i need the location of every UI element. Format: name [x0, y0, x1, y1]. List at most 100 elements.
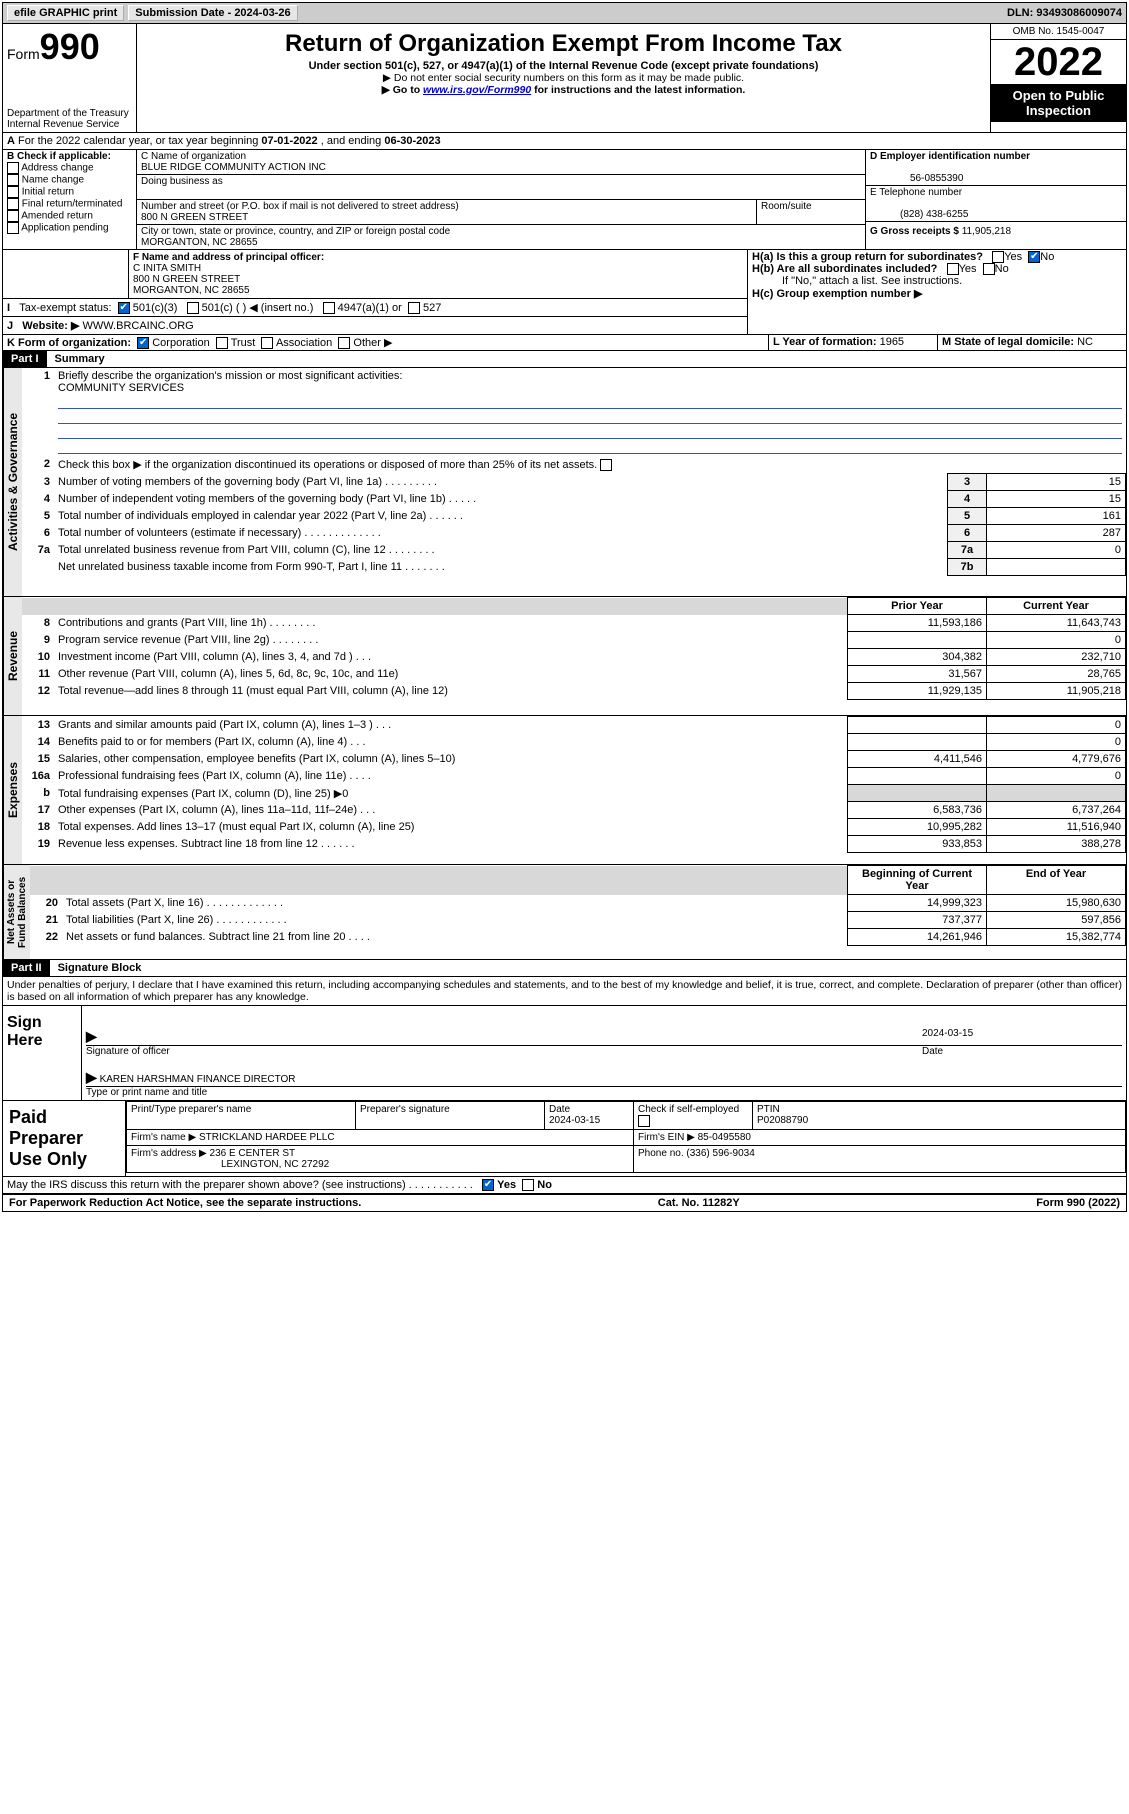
dept-treasury: Department of the Treasury [7, 108, 132, 119]
line7b-val [987, 559, 1126, 576]
form-header: Form990 Department of the Treasury Inter… [3, 24, 1126, 133]
omb-number: OMB No. 1545-0047 [991, 24, 1126, 40]
toolbar: efile GRAPHIC print Submission Date - 20… [3, 3, 1126, 24]
checkbox-discuss-no[interactable] [522, 1179, 534, 1191]
line3-val: 15 [987, 474, 1126, 491]
city-value: MORGANTON, NC 28655 [141, 237, 258, 248]
firm-ein: 85-0495580 [698, 1132, 751, 1143]
submission-date-button[interactable]: Submission Date - 2024-03-26 [128, 5, 297, 21]
box-b-label: B Check if applicable: [7, 151, 132, 162]
checkbox-app-pending[interactable] [7, 222, 19, 234]
checkbox-discontinued[interactable] [600, 459, 612, 471]
room-suite-label: Room/suite [756, 200, 865, 224]
checkbox-initial-return[interactable] [7, 186, 19, 198]
box-hb-note: If "No," attach a list. See instructions… [752, 275, 1122, 287]
checkbox-final-return[interactable] [7, 198, 19, 210]
box-m-label: M State of legal domicile: [942, 336, 1074, 348]
sign-here-label: Sign Here [3, 1006, 82, 1100]
checkbox-ha-yes[interactable] [992, 251, 1004, 263]
checkbox-other[interactable] [338, 337, 350, 349]
line7a-val: 0 [987, 542, 1126, 559]
firm-name: STRICKLAND HARDEE PLLC [199, 1132, 335, 1143]
declaration-text: Under penalties of perjury, I declare th… [3, 977, 1126, 1006]
website-value: WWW.BRCAINC.ORG [83, 320, 194, 332]
firm-addr1: 236 E CENTER ST [210, 1148, 296, 1159]
checkbox-corp[interactable]: ✔ [137, 337, 149, 349]
checkbox-address-change[interactable] [7, 162, 19, 174]
checkbox-trust[interactable] [216, 337, 228, 349]
irs-link[interactable]: www.irs.gov/Form990 [423, 84, 531, 96]
checkbox-527[interactable] [408, 302, 420, 314]
col-prior: Prior Year [848, 598, 987, 615]
domicile-state: NC [1077, 336, 1093, 348]
checkbox-amended[interactable] [7, 210, 19, 222]
city-label: City or town, state or province, country… [141, 226, 450, 237]
section-net-assets: Net Assets or Fund Balances Beginning of… [3, 865, 1126, 960]
officer-block: F Name and address of principal officer:… [3, 250, 1126, 335]
identity-block: B Check if applicable: Address change Na… [3, 150, 1126, 250]
form-number: Form990 [7, 26, 132, 68]
section-expenses: Expenses 13Grants and similar amounts pa… [3, 716, 1126, 865]
ptin-value: P02088790 [757, 1115, 808, 1126]
q1-label: Briefly describe the organization's miss… [58, 370, 402, 382]
checkbox-501c3[interactable]: ✔ [118, 302, 130, 314]
ein-value: 56-0855390 [870, 173, 963, 184]
box-j-label: Website: ▶ [22, 320, 79, 332]
discuss-row: May the IRS discuss this return with the… [3, 1177, 1126, 1195]
form-container: efile GRAPHIC print Submission Date - 20… [2, 2, 1127, 1212]
checkbox-501c[interactable] [187, 302, 199, 314]
paid-preparer-label: Paid Preparer Use Only [3, 1101, 126, 1176]
col-end: End of Year [987, 866, 1126, 895]
paid-preparer-block: Paid Preparer Use Only Print/Type prepar… [3, 1101, 1126, 1177]
sig-date-value: 2024-03-15 [922, 1028, 1122, 1045]
box-i-label: Tax-exempt status: [19, 302, 111, 314]
type-name-label: Type or print name and title [86, 1087, 1122, 1098]
line4-val: 15 [987, 491, 1126, 508]
part1-header: Part I [3, 351, 47, 367]
box-l-label: L Year of formation: [773, 336, 877, 348]
box-g-label: G Gross receipts $ [870, 226, 959, 237]
efile-print-button[interactable]: efile GRAPHIC print [7, 5, 124, 21]
box-ha-label: H(a) Is this a group return for subordin… [752, 251, 983, 263]
col-current: Current Year [987, 598, 1126, 615]
q2-text: Check this box ▶ if the organization dis… [54, 456, 1126, 474]
firm-addr2: LEXINGTON, NC 27292 [131, 1159, 329, 1170]
sig-officer-label: Signature of officer [86, 1046, 922, 1057]
street-label: Number and street (or P.O. box if mail i… [141, 201, 459, 212]
box-d-label: D Employer identification number [870, 151, 1030, 162]
checkbox-hb-yes[interactable] [947, 263, 959, 275]
checkbox-ha-no[interactable]: ✔ [1028, 251, 1040, 263]
open-public-badge: Open to Public Inspection [991, 84, 1126, 122]
col-beginning: Beginning of Current Year [848, 866, 987, 895]
line5-val: 161 [987, 508, 1126, 525]
irs-label: Internal Revenue Service [7, 119, 132, 130]
box-e-label: E Telephone number [870, 187, 962, 198]
dln-label: DLN: 93493086009074 [1007, 7, 1122, 19]
officer-name-title: KAREN HARSHMAN FINANCE DIRECTOR [100, 1074, 296, 1085]
dba-label: Doing business as [141, 176, 223, 187]
checkbox-hb-no[interactable] [983, 263, 995, 275]
date-label: Date [922, 1046, 1122, 1057]
phone-value: (828) 438-6255 [870, 209, 968, 220]
street-value: 800 N GREEN STREET [141, 212, 248, 223]
officer-street: 800 N GREEN STREET [133, 274, 240, 285]
officer-name: C INITA SMITH [133, 263, 201, 274]
checkbox-discuss-yes[interactable]: ✔ [482, 1179, 494, 1191]
vlabel-expenses: Expenses [3, 716, 22, 864]
form-label-bottom: Form 990 (2022) [1036, 1197, 1120, 1209]
sign-here-block: Sign Here ▶ 2024-03-15 Signature of offi… [3, 1006, 1126, 1101]
checkbox-self-employed[interactable] [638, 1115, 650, 1127]
vlabel-net: Net Assets or Fund Balances [3, 865, 30, 959]
tax-year: 2022 [991, 40, 1126, 84]
part2-header: Part II [3, 960, 50, 976]
mission-text: COMMUNITY SERVICES [58, 382, 184, 394]
checkbox-4947[interactable] [323, 302, 335, 314]
subtitle-1: Under section 501(c), 527, or 4947(a)(1)… [141, 60, 986, 72]
gross-receipts: 11,905,218 [962, 226, 1011, 237]
vlabel-revenue: Revenue [3, 597, 22, 715]
checkbox-name-change[interactable] [7, 174, 19, 186]
box-hb-label: H(b) Are all subordinates included? [752, 263, 937, 275]
part1-title: Summary [47, 353, 105, 365]
checkbox-assoc[interactable] [261, 337, 273, 349]
vlabel-governance: Activities & Governance [3, 368, 22, 596]
